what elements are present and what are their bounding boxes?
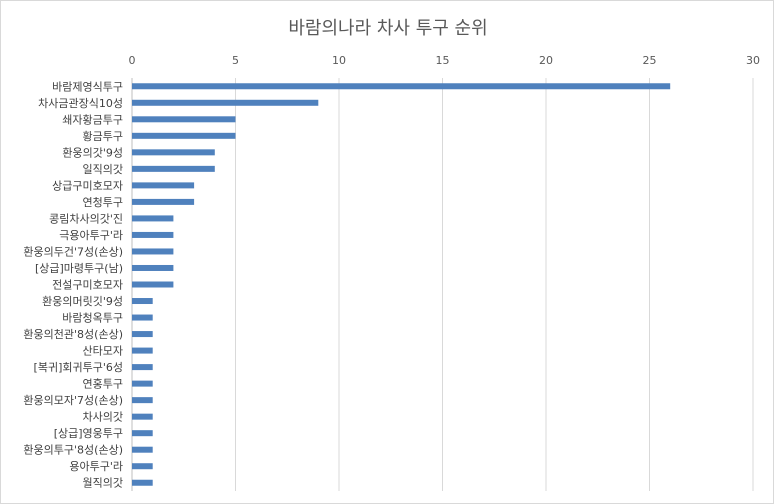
category-label: 극용아투구'라 bbox=[59, 229, 123, 242]
category-label: [상급]마령투구(남) bbox=[35, 262, 123, 275]
bar bbox=[132, 380, 153, 387]
category-label: 환웅의두건'7성(손상) bbox=[23, 245, 123, 258]
bar bbox=[132, 264, 174, 271]
category-label: [복귀]회귀투구'6성 bbox=[34, 361, 123, 374]
category-label: 환웅의갓'9성 bbox=[62, 146, 123, 159]
category-label: 용아투구'라 bbox=[69, 460, 123, 473]
bar bbox=[132, 149, 215, 156]
bar bbox=[132, 463, 153, 470]
bars bbox=[132, 83, 671, 486]
bar bbox=[132, 314, 153, 321]
bar bbox=[132, 99, 319, 106]
bar bbox=[132, 331, 153, 338]
bar bbox=[132, 479, 153, 486]
x-tick-label: 10 bbox=[332, 54, 346, 67]
category-label: 차사금관장식10성 bbox=[38, 97, 123, 110]
category-label: 일직의갓 bbox=[83, 162, 123, 176]
category-label: 쇄자황금투구 bbox=[62, 113, 123, 126]
category-label: 차사의갓 bbox=[83, 411, 123, 424]
bar bbox=[132, 182, 195, 189]
bar bbox=[132, 298, 153, 305]
category-label: 황금투구 bbox=[83, 130, 123, 143]
bar bbox=[132, 132, 236, 139]
category-label: 콩림차사의갓'진 bbox=[49, 212, 123, 225]
bar bbox=[132, 116, 236, 123]
category-label: 환웅의투구'8성(손상) bbox=[23, 444, 123, 457]
category-label: 월직의갓 bbox=[83, 477, 123, 490]
category-label: 연홍투구 bbox=[83, 377, 123, 391]
category-label: 환웅의천관'8성(손상) bbox=[23, 327, 123, 341]
x-axis-tick-labels: 0 5 10 15 20 25 30 bbox=[129, 54, 761, 67]
x-tick-label: 25 bbox=[643, 54, 657, 67]
bar bbox=[132, 83, 671, 90]
category-label: 환웅의모자'7성(손상) bbox=[23, 394, 123, 407]
bar bbox=[132, 364, 153, 371]
bar bbox=[132, 347, 153, 354]
category-label: 환웅의머릿깃'9성 bbox=[42, 295, 123, 308]
category-label: 바람청옥투구 bbox=[62, 312, 123, 325]
bar bbox=[132, 413, 153, 420]
bar bbox=[132, 397, 153, 404]
x-tick-label: 20 bbox=[539, 54, 553, 67]
x-tick-label: 15 bbox=[436, 54, 450, 67]
bar bbox=[132, 446, 153, 453]
grid-lines bbox=[131, 78, 754, 491]
bar bbox=[132, 198, 195, 205]
bar bbox=[132, 231, 174, 238]
category-label: 바람제영식투구 bbox=[52, 80, 123, 93]
bar bbox=[132, 430, 153, 437]
category-label: 연청투구 bbox=[83, 196, 123, 209]
bar bbox=[132, 165, 215, 172]
x-tick-label: 5 bbox=[232, 54, 239, 67]
category-label: 상급구미호모자 bbox=[52, 179, 123, 192]
category-label: 산타모자 bbox=[83, 345, 123, 358]
x-tick-label: 30 bbox=[746, 54, 760, 67]
category-labels: 바람제영식투구차사금관장식10성쇄자황금투구황금투구환웅의갓'9성일직의갓상급구… bbox=[23, 80, 123, 489]
bar bbox=[132, 281, 174, 288]
x-tick-label: 0 bbox=[129, 54, 136, 67]
bar bbox=[132, 248, 174, 255]
category-label: [상급]영웅투구 bbox=[54, 427, 123, 440]
category-label: 전설구미호모자 bbox=[52, 279, 123, 292]
chart-title: 바람의나라 차사 투구 순위 bbox=[288, 18, 487, 39]
bar bbox=[132, 215, 174, 222]
